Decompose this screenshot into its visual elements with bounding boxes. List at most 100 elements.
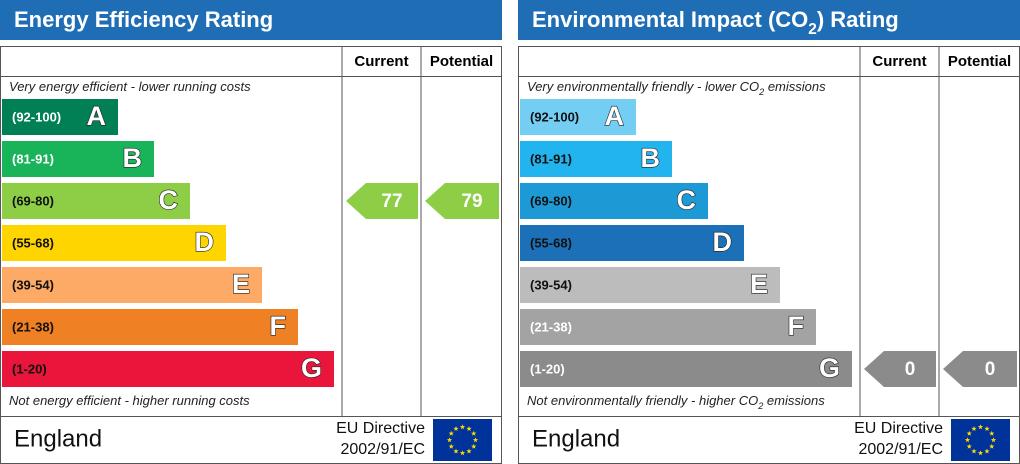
- band-range: (21-38): [530, 319, 572, 334]
- rating-value: 0: [905, 359, 916, 380]
- flag-star: [989, 443, 995, 449]
- band-range: (1-20): [530, 361, 565, 376]
- title-bar: [518, 0, 1020, 40]
- subscript: 2: [757, 401, 763, 411]
- band-range: (81-91): [12, 151, 54, 166]
- rating-band: [520, 141, 672, 177]
- region: England: [532, 425, 620, 452]
- rating-arrow: [943, 351, 1017, 387]
- flag-star: [977, 424, 984, 430]
- column-header: Current: [354, 53, 408, 70]
- directive: EU Directive: [336, 420, 425, 437]
- band-letter: B: [641, 143, 661, 173]
- flag-star: [977, 450, 984, 456]
- band-letter: F: [788, 311, 805, 341]
- text-segment: Energy Efficiency Rating: [14, 7, 273, 32]
- text-segment: Not environmentally friendly - higher CO: [527, 393, 758, 408]
- rating-arrow: [425, 183, 499, 219]
- flag-star: [471, 430, 477, 436]
- flag-star: [966, 430, 972, 436]
- directive: 2002/91/EC: [340, 441, 425, 458]
- text-segment: Very environmentally friendly - lower CO: [527, 79, 759, 94]
- band-letter: E: [232, 269, 250, 299]
- rating-band: [2, 309, 298, 345]
- band-letter: B: [123, 143, 143, 173]
- flag-star: [471, 443, 477, 449]
- rating-band: [520, 183, 708, 219]
- flag-star: [966, 443, 972, 449]
- column-header: Potential: [430, 53, 493, 70]
- band-letter: D: [195, 227, 215, 257]
- band-range: (92-100): [12, 109, 61, 124]
- region: England: [14, 425, 102, 452]
- band-range: (1-20): [12, 361, 47, 376]
- directive: 2002/91/EC: [858, 441, 943, 458]
- flag-star: [459, 450, 466, 456]
- flag-star: [448, 430, 454, 436]
- band-letter: G: [819, 353, 840, 383]
- subscript: 2: [808, 21, 817, 38]
- subscript: 2: [758, 87, 764, 97]
- flag-star: [971, 448, 977, 454]
- band-range: (21-38): [12, 319, 54, 334]
- band-letter: F: [270, 311, 287, 341]
- text-segment: Not energy efficient - higher running co…: [9, 393, 250, 408]
- rating-value: 0: [985, 359, 996, 380]
- rating-band: [2, 351, 334, 387]
- flag-star: [989, 430, 995, 436]
- column-header: Current: [872, 53, 926, 70]
- flag-star: [453, 448, 459, 454]
- band-range: (69-80): [530, 193, 572, 208]
- flag-star: [466, 448, 472, 454]
- directive: EU Directive: [854, 420, 943, 437]
- rating-band: [520, 309, 816, 345]
- title-bar: [0, 0, 502, 40]
- top-note: Very environmentally friendly - lower CO…: [527, 79, 826, 97]
- text-segment: Very energy efficient - lower running co…: [9, 79, 251, 94]
- flag-star: [984, 448, 990, 454]
- band-letter: C: [159, 185, 179, 215]
- flag-star: [984, 425, 990, 432]
- rating-band: [2, 141, 154, 177]
- flag-star: [459, 424, 466, 430]
- bottom-note: Not energy efficient - higher running co…: [9, 393, 250, 408]
- band-letter: E: [750, 269, 768, 299]
- flag-star: [472, 437, 479, 443]
- flag-star: [448, 443, 454, 449]
- band-range: (39-54): [12, 277, 54, 292]
- band-range: (92-100): [530, 109, 579, 124]
- rating-band: [2, 183, 190, 219]
- band-letter: G: [301, 353, 322, 383]
- bottom-note: Not environmentally friendly - higher CO…: [527, 393, 825, 411]
- text-segment: emissions: [763, 393, 825, 408]
- rating-band: [520, 225, 744, 261]
- band-letter: A: [87, 101, 107, 131]
- flag-star: [466, 425, 472, 432]
- band-range: (55-68): [530, 235, 572, 250]
- text-segment: Environmental Impact (CO: [532, 7, 808, 32]
- band-range: (69-80): [12, 193, 54, 208]
- column-header: Potential: [948, 53, 1011, 70]
- panel-title: Environmental Impact (CO2) Rating: [532, 7, 899, 38]
- text-segment: emissions: [764, 79, 826, 94]
- rating-band: [2, 267, 262, 303]
- rating-value: 79: [461, 191, 482, 212]
- rating-band: [520, 267, 780, 303]
- rating-arrow: [864, 351, 936, 387]
- rating-band: [520, 351, 852, 387]
- band-letter: C: [677, 185, 697, 215]
- band-letter: D: [713, 227, 733, 257]
- rating-arrow: [346, 183, 418, 219]
- band-range: (55-68): [12, 235, 54, 250]
- flag-star: [446, 437, 453, 443]
- rating-band: [2, 225, 226, 261]
- flag-star: [453, 425, 459, 432]
- band-range: (81-91): [530, 151, 572, 166]
- panel-title: Energy Efficiency Rating: [14, 7, 273, 32]
- band-range: (39-54): [530, 277, 572, 292]
- rating-band: [520, 99, 636, 135]
- text-segment: ) Rating: [817, 7, 899, 32]
- rating-band: [2, 99, 118, 135]
- flag-star: [971, 425, 977, 432]
